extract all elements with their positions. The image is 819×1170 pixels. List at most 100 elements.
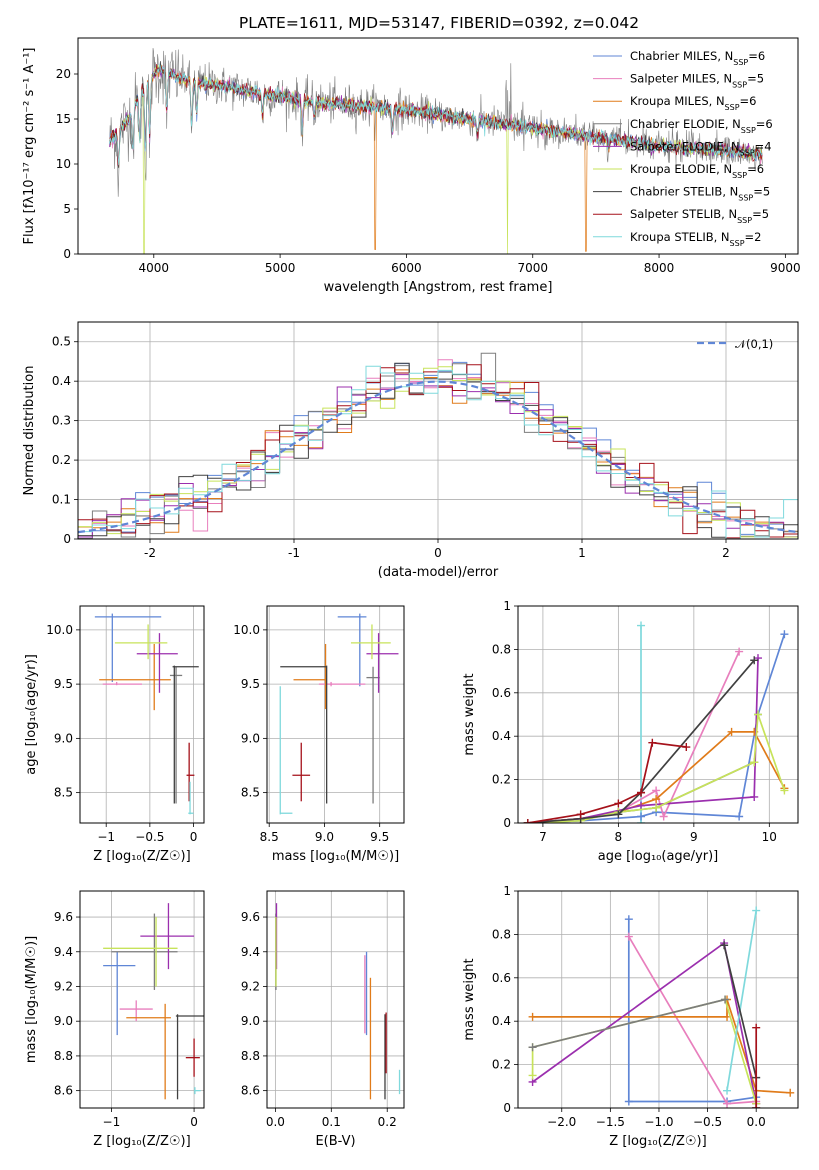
mass-weight-vs-age-marker (750, 656, 759, 665)
mass-weight-vs-Z-xtick-label-2: −1.0 (644, 1115, 673, 1129)
age-vs-mass-xtick-label-1: 9.0 (315, 830, 334, 844)
mass-weight-vs-age-xtick-label-2: 9 (690, 830, 698, 844)
spectrum-panel: 4000 5000 6000 7000 8000 9000 0 5 10 15 20 waveleng… (22, 37, 801, 295)
mass-vs-ebv-ytick-label-2: 9.0 (241, 1014, 260, 1028)
spectrum-ytick-label-2: 10 (56, 157, 71, 171)
mass-weight-vs-Z-ytick-label-0: 0 (503, 1101, 511, 1115)
age-vs-Z-point-chabrier-stelib (172, 665, 199, 804)
mass-vs-Z-ytick-label-1: 8.8 (54, 1049, 73, 1063)
spectrum-ytick-label-0: 0 (63, 247, 71, 261)
mass-vs-Z-plot-area (103, 903, 204, 1100)
mass-vs-ebv-ytick-label-1: 8.8 (241, 1049, 260, 1063)
mass-vs-Z-point-kroupa-stelib (194, 1087, 201, 1095)
mass-weight-vs-age-marker (637, 788, 646, 797)
mass-vs-Z-grid (80, 891, 204, 1108)
mass-weight-vs-Z-xlabel: Z [log₁₀(Z/Z☉)] (609, 1134, 706, 1149)
mass-weight-vs-age-ytick-label-2: 0.4 (492, 729, 511, 743)
mass-vs-Z-ytick-label-5: 9.6 (54, 910, 73, 924)
mass-weight-vs-age-marker (754, 710, 762, 719)
age-vs-Z-xtick-label-0: −1 (97, 830, 115, 844)
spectrum-ytick-label-1: 5 (63, 202, 71, 216)
mass-weight-vs-Z-ytick-label-5: 1 (503, 884, 511, 898)
mass-weight-vs-Z-marker (752, 1023, 761, 1032)
spectrum-axes-frame (77, 37, 799, 255)
mass-weight-vs-Z-marker (624, 915, 633, 924)
mass-weight-vs-age-marker (637, 812, 646, 821)
mass-vs-ebv-ytick-label-4: 9.4 (241, 945, 260, 959)
mass-weight-vs-Z-series-salpeter-stelib (752, 1023, 761, 1108)
residuals-xtick-label-2: 0 (434, 546, 442, 560)
age-vs-Z-ylabel: age [log₁₀(age/yr)] (24, 654, 39, 775)
mass-weight-vs-age-marker (682, 743, 691, 752)
mass-vs-extinction-panel: 0.0 0.1 0.2 8.6 8.8 9.0 9.2 9.4 9.6 E(B-V) (241, 890, 405, 1149)
mass-weight-vs-age-marker (637, 801, 646, 810)
mass-weight-vs-age-ytick-label-1: 0.2 (492, 773, 511, 787)
age-vs-mass-grid (267, 606, 404, 823)
mass-vs-Z-point-salpeter-stelib (185, 1038, 200, 1077)
spectrum-frame: 4000 5000 6000 7000 8000 9000 0 5 10 15 20 waveleng… (22, 37, 801, 295)
mass-weight-vs-age-marker (735, 812, 744, 821)
mass-weight-vs-age-ytick-label-5: 1 (503, 599, 511, 613)
age-vs-mass-point-kroupa-elodie (350, 624, 391, 660)
age-vs-Z-xtick-label-1: −0.5 (135, 830, 164, 844)
mass-vs-ebv-ytick-label-0: 8.6 (241, 1084, 260, 1098)
residuals-panel: -2 -1 0 1 2 0 0.1 0.2 0.3 0.4 0.5 (data-model)/erro… (22, 321, 799, 580)
mass-weight-vs-age-marker (523, 819, 532, 823)
mass-weight-vs-Z-marker (723, 1099, 732, 1108)
mass-vs-ebv-plot-area (275, 903, 401, 1100)
age-vs-Z-point-chabrier-elodie (169, 666, 183, 804)
mass-weight-vs-age-marker (652, 786, 661, 795)
age-vs-Z-axes-frame (79, 605, 205, 824)
legend-entry-2: Kroupa MILES, NSSP=6 (630, 94, 756, 112)
mass-vs-ebv-ytick-label-5: 9.6 (241, 910, 260, 924)
mass-weight-vs-Z-series-kroupa-miles (528, 995, 795, 1097)
legend-entry-8: Kroupa STELIB, NSSP=2 (630, 230, 761, 248)
mass-vs-ebv-xlabel: E(B-V) (315, 1134, 355, 1149)
legend-entry-7: Salpeter STELIB, NSSP=5 (630, 207, 769, 225)
legend-entry-3: Chabrier ELODIE, NSSP=6 (630, 117, 773, 135)
age-vs-Z-ytick-label-0: 8.5 (54, 786, 73, 800)
age-vs-mass-ytick-label-2: 9.5 (241, 677, 260, 691)
spectrum-xtick-label-2: 6000 (391, 261, 422, 275)
mass-weight-vs-age-marker (637, 621, 646, 630)
mass-vs-metallicity-panel: −1 0 8.6 8.8 9.0 9.2 9.4 9.6 Z [log₁₀(Z/Z☉)] mass… (24, 890, 205, 1149)
mass-weight-vs-age-marker (659, 812, 668, 821)
mass-vs-ebv-xtick-label-0: 0.0 (266, 1115, 285, 1129)
residuals-ytick-label-1: 0.1 (52, 493, 71, 507)
age-vs-mass-point-chabrier-miles (337, 613, 367, 687)
mass-weight-vs-age-marker (576, 810, 585, 819)
mass-vs-Z-ytick-label-4: 9.4 (54, 945, 73, 959)
age-vs-Z-point-salpeter-stelib (186, 742, 195, 802)
legend-entry-1: Salpeter MILES, NSSP=5 (630, 72, 764, 90)
age-vs-Z-ytick-label-2: 9.5 (54, 677, 73, 691)
mass-weight-vs-age-panel: 7 8 9 10 0 0.2 0.4 0.6 0.8 1 age [log₁₀(age/yr)] ma… (462, 599, 799, 864)
mass-vs-Z-axes-frame (79, 890, 205, 1109)
mass-weight-vs-Z-axes-frame (517, 890, 799, 1109)
age-vs-metallicity-panel: −1 −0.5 0 8.5 9.0 9.5 10.0 Z [log₁₀(Z/Z☉)] age [… (24, 605, 205, 864)
mass-weight-vs-Z-series-chabrier-miles (624, 915, 761, 1106)
age-vs-Z-xtick-label-2: 0 (190, 830, 198, 844)
mass-weight-vs-Z-ylabel: mass weight (462, 958, 477, 1040)
age-vs-mass-ytick-label-0: 8.5 (241, 786, 260, 800)
mass-vs-Z-point-kroupa-miles (126, 1003, 171, 1100)
age-vs-Z-point-kroupa-elodie (114, 624, 168, 660)
residuals-ytick-label-2: 0.2 (52, 453, 71, 467)
spectrum-legend: Chabrier MILES, NSSP=6 Salpeter MILES, NS… (593, 49, 773, 247)
mass-weight-vs-age-frame: 7 8 9 10 0 0.2 0.4 0.6 0.8 1 age [log₁₀(age/yr)] ma… (462, 599, 799, 864)
mass-weight-vs-age-marker (750, 758, 759, 767)
mass-vs-Z-frame: −1 0 8.6 8.8 9.0 9.2 9.4 9.6 Z [log₁₀(Z/Z☉)] mass… (24, 890, 205, 1149)
mass-weight-vs-Z-marker (752, 1104, 761, 1108)
age-vs-mass-xtick-label-2: 9.5 (370, 830, 389, 844)
age-vs-Z-frame: −1 −0.5 0 8.5 9.0 9.5 10.0 Z [log₁₀(Z/Z☉)] age [… (24, 605, 205, 864)
age-vs-Z-plot-area (94, 613, 199, 815)
residuals-legend: 𝒩(0,1) (697, 337, 773, 351)
mass-weight-vs-Z-marker (624, 1097, 633, 1106)
mass-weight-vs-Z-marker (528, 1043, 537, 1052)
age-vs-mass-point-chabrier-stelib (280, 665, 328, 804)
mass-vs-ebv-xtick-label-1: 0.1 (322, 1115, 341, 1129)
mass-weight-vs-Z-xtick-label-1: −1.5 (596, 1115, 625, 1129)
spectrum-model-kroupa-elodie (109, 64, 763, 254)
mass-weight-vs-age-xlabel: age [log₁₀(age/yr)] (598, 849, 719, 864)
mass-vs-ebv-frame: 0.0 0.1 0.2 8.6 8.8 9.0 9.2 9.4 9.6 E(B-V) (241, 890, 405, 1149)
